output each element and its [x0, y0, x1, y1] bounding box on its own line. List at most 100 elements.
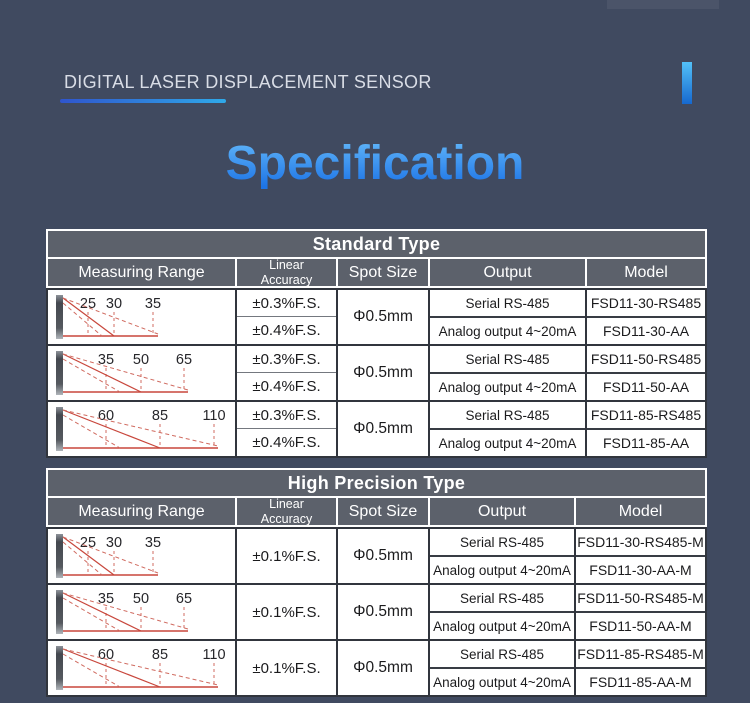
model-value-top: FSD11-85-RS485-M: [577, 646, 704, 662]
column-header-label: Output: [483, 263, 532, 281]
section-title: Specification: [0, 136, 750, 192]
model-value-bottom: FSD11-85-AA: [587, 428, 705, 456]
column-header-spot-size: Spot Size: [336, 498, 428, 525]
table-row-group: 60 85 110 ±0.3%F.S. ±0.4%F.S. Φ0.5mm Serial RS…: [48, 400, 705, 456]
output-value-top: Serial RS-485: [459, 646, 545, 662]
output-value-top: Serial RS-485: [465, 351, 550, 367]
spot-size-cell: Φ0.5mm: [336, 641, 428, 695]
laser-ray-dashed-far: [62, 409, 219, 447]
column-header-label: Model: [618, 502, 663, 520]
linear-accuracy-cell: ±0.3%F.S. ±0.4%F.S.: [235, 402, 336, 456]
measuring-range-diagram: 60 85 110: [56, 646, 226, 690]
range-label: 60: [98, 647, 114, 663]
laser-ray-dashed-near: [62, 653, 121, 688]
output-value-top: Serial RS-485: [465, 407, 550, 423]
spot-size-value: Φ0.5mm: [353, 547, 413, 564]
model-value-top: FSD11-30-RS485-M: [577, 534, 704, 550]
column-header-output: Output: [428, 259, 585, 286]
range-label: 85: [152, 408, 168, 424]
range-label: 35: [98, 591, 114, 607]
column-header-spot-size: Spot Size: [336, 259, 428, 286]
column-header-model: Model: [574, 498, 705, 525]
standard-type-table: Standard Type Measuring Range Linear Accur…: [46, 229, 707, 458]
range-label: 110: [202, 408, 225, 424]
column-header-label: Spot Size: [348, 502, 418, 520]
column-header-label: Spot Size: [348, 263, 418, 281]
laser-ray-dashed-far: [62, 297, 159, 335]
model-value-bottom: FSD11-85-AA-M: [576, 667, 705, 695]
banner-underline: [60, 99, 226, 103]
accuracy-value-bottom: ±0.4%F.S.: [237, 428, 336, 456]
laser-ray-dashed-near: [62, 597, 121, 632]
range-label: 25: [80, 535, 96, 551]
accuracy-value-top: ±0.3%F.S.: [252, 406, 321, 424]
column-header-label: Linear Accuracy: [260, 259, 313, 286]
sensor-bar: [56, 646, 63, 690]
range-label: 50: [133, 591, 149, 607]
spot-size-value: Φ0.5mm: [353, 603, 413, 620]
sensor-bar: [56, 295, 63, 339]
range-label: 60: [98, 408, 114, 424]
measuring-range-cell: 25 30 35: [48, 290, 235, 344]
accuracy-value-bottom: ±0.4%F.S.: [237, 372, 336, 400]
laser-ray-dashed-far: [62, 648, 219, 686]
laser-ray-dashed-near: [62, 358, 121, 393]
laser-ray-dashed-far: [62, 592, 189, 630]
measuring-range-diagram: 35 50 65: [56, 590, 192, 634]
output-value-bottom: Analog output 4~20mA: [430, 372, 585, 400]
model-cell: FSD11-50-RS485 FSD11-50-AA: [585, 346, 705, 400]
range-label: 85: [152, 647, 168, 663]
spot-size-value: Φ0.5mm: [353, 659, 413, 676]
column-header-linear-accuracy: Linear Accuracy: [235, 498, 336, 525]
linear-accuracy-cell: ±0.1%F.S.: [235, 529, 336, 583]
table-title: High Precision Type: [48, 470, 705, 496]
column-header-label: Measuring Range: [78, 263, 205, 281]
linear-accuracy-cell: ±0.3%F.S. ±0.4%F.S.: [235, 346, 336, 400]
table-body: 25 30 35 ±0.3%F.S. ±0.4%F.S. Φ0.5mm Serial RS-…: [46, 288, 707, 458]
measuring-range-diagram: 25 30 35: [56, 534, 161, 578]
column-header-label: Model: [624, 263, 668, 281]
laser-ray-solid: [62, 648, 161, 688]
table-row-group: 35 50 65 ±0.3%F.S. ±0.4%F.S. Φ0.5mm Serial RS-…: [48, 344, 705, 400]
column-header-label: Measuring Range: [78, 502, 205, 520]
column-header-label: Output: [477, 502, 527, 520]
model-value-top: FSD11-30-RS485: [590, 295, 702, 311]
table-column-header-row: Measuring Range Linear Accuracy Spot Size O…: [48, 257, 705, 286]
column-header-output: Output: [428, 498, 574, 525]
table-row-group: 60 85 110 ±0.1%F.S. Φ0.5mm Serial RS-485 Analo…: [48, 639, 705, 695]
range-label: 35: [98, 352, 114, 368]
measuring-range-diagram: 35 50 65: [56, 351, 192, 395]
laser-ray-dashed-near: [62, 541, 103, 576]
spot-size-cell: Φ0.5mm: [336, 585, 428, 639]
output-cell: Serial RS-485 Analog output 4~20mA: [428, 585, 574, 639]
range-label: 65: [176, 352, 192, 368]
range-label: 30: [106, 535, 122, 551]
accent-bar-icon: [682, 62, 692, 104]
model-cell: FSD11-85-RS485 FSD11-85-AA: [585, 402, 705, 456]
output-value-top: Serial RS-485: [459, 590, 545, 606]
laser-ray-solid: [62, 592, 142, 632]
laser-ray-dashed-near: [62, 302, 103, 337]
sensor-bar: [56, 351, 63, 395]
accuracy-value-top: ±0.3%F.S.: [252, 294, 321, 312]
column-header-model: Model: [585, 259, 705, 286]
table-row-group: 25 30 35 ±0.3%F.S. ±0.4%F.S. Φ0.5mm Serial RS-…: [48, 290, 705, 344]
model-cell: FSD11-30-RS485 FSD11-30-AA: [585, 290, 705, 344]
banner-title: DIGITAL LASER DISPLACEMENT SENSOR: [64, 72, 432, 92]
corner-highlight: [607, 0, 719, 9]
laser-ray-solid: [62, 297, 115, 337]
output-cell: Serial RS-485 Analog output 4~20mA: [428, 346, 585, 400]
table-row-group: 35 50 65 ±0.1%F.S. Φ0.5mm Serial RS-485 Analog…: [48, 583, 705, 639]
range-label: 30: [106, 296, 122, 312]
model-cell: FSD11-30-RS485-M FSD11-30-AA-M: [574, 529, 705, 583]
output-value-bottom: Analog output 4~20mA: [430, 611, 574, 639]
range-label: 35: [145, 296, 161, 312]
linear-accuracy-cell: ±0.1%F.S.: [235, 585, 336, 639]
model-cell: FSD11-85-RS485-M FSD11-85-AA-M: [574, 641, 705, 695]
linear-accuracy-cell: ±0.1%F.S.: [235, 641, 336, 695]
sensor-bar: [56, 590, 63, 634]
range-label: 35: [145, 535, 161, 551]
output-cell: Serial RS-485 Analog output 4~20mA: [428, 641, 574, 695]
output-value-bottom: Analog output 4~20mA: [430, 667, 574, 695]
output-value-bottom: Analog output 4~20mA: [430, 428, 585, 456]
